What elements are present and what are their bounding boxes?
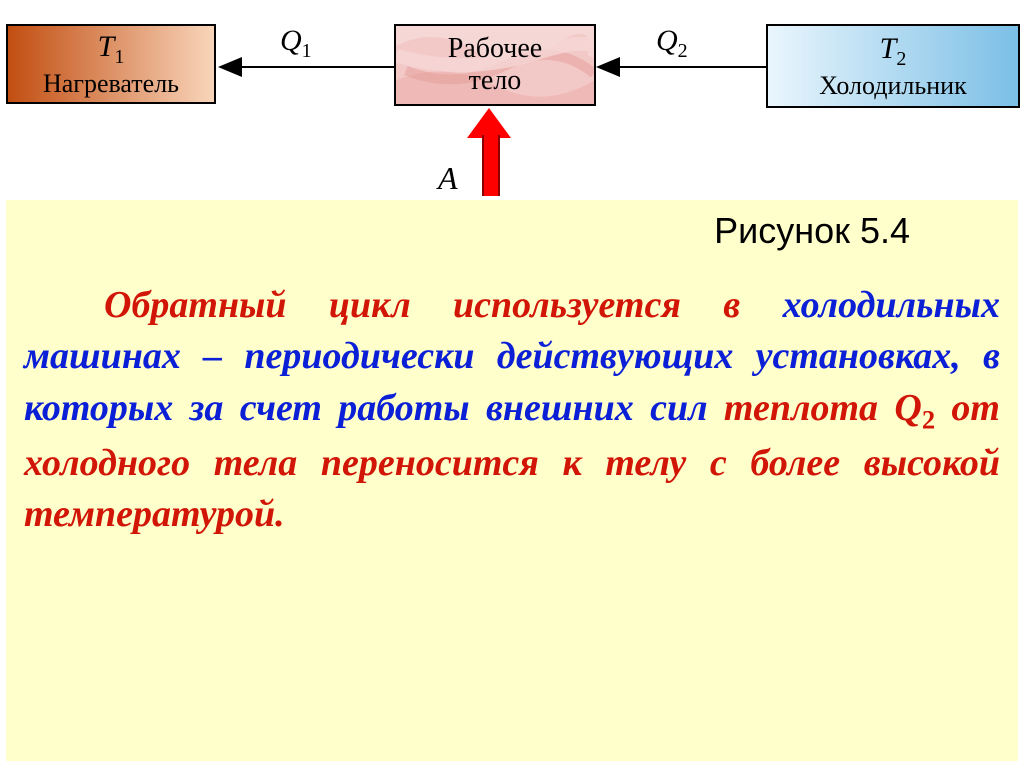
work-label: A [438, 160, 458, 197]
cooler-name: Холодильник [819, 71, 966, 101]
description-paragraph: Обратный цикл используется в холодильных… [24, 280, 1000, 541]
heat-flow-line-q2 [618, 66, 766, 68]
cooler-symbol: T [880, 32, 897, 65]
heater-symbol: T [98, 30, 115, 63]
work-arrow-shaft [482, 135, 500, 196]
q1-symbol: Q [280, 24, 302, 57]
text-segment: теплота [724, 387, 894, 429]
q2-symbol: Q [656, 24, 678, 57]
heater-subscript: 1 [114, 46, 124, 68]
working-body-line2: тело [469, 65, 522, 97]
working-body-line1: Рабочее [448, 33, 542, 65]
description-panel: Рисунок 5.4 Обратный цикл используется в… [6, 200, 1018, 761]
figure-caption: Рисунок 5.4 [24, 210, 1000, 252]
refrigeration-cycle-diagram: Q1 Q2 T1 Нагреватель Рабочее тело T2 Хол… [0, 0, 1024, 200]
heat-label-q1: Q1 [280, 24, 312, 63]
cooler-box: T2 Холодильник [766, 24, 1020, 108]
heater-name: Нагреватель [43, 69, 179, 99]
working-body-box: Рабочее тело [394, 24, 596, 106]
slide: Q1 Q2 T1 Нагреватель Рабочее тело T2 Хол… [0, 0, 1024, 767]
work-arrow-head-icon [467, 108, 511, 138]
heat-flow-arrowhead-q2 [596, 57, 620, 77]
heater-box: T1 Нагреватель [6, 24, 216, 104]
q1-subscript: 1 [302, 40, 312, 62]
heat-flow-arrowhead-q1 [218, 57, 242, 77]
heat-flow-line-q1 [240, 66, 394, 68]
text-segment: Q2 [894, 387, 935, 429]
heat-label-q2: Q2 [656, 24, 688, 63]
q2-subscript: 2 [678, 40, 688, 62]
cooler-subscript: 2 [896, 48, 906, 70]
text-segment: Обратный цикл используется в [104, 284, 783, 326]
